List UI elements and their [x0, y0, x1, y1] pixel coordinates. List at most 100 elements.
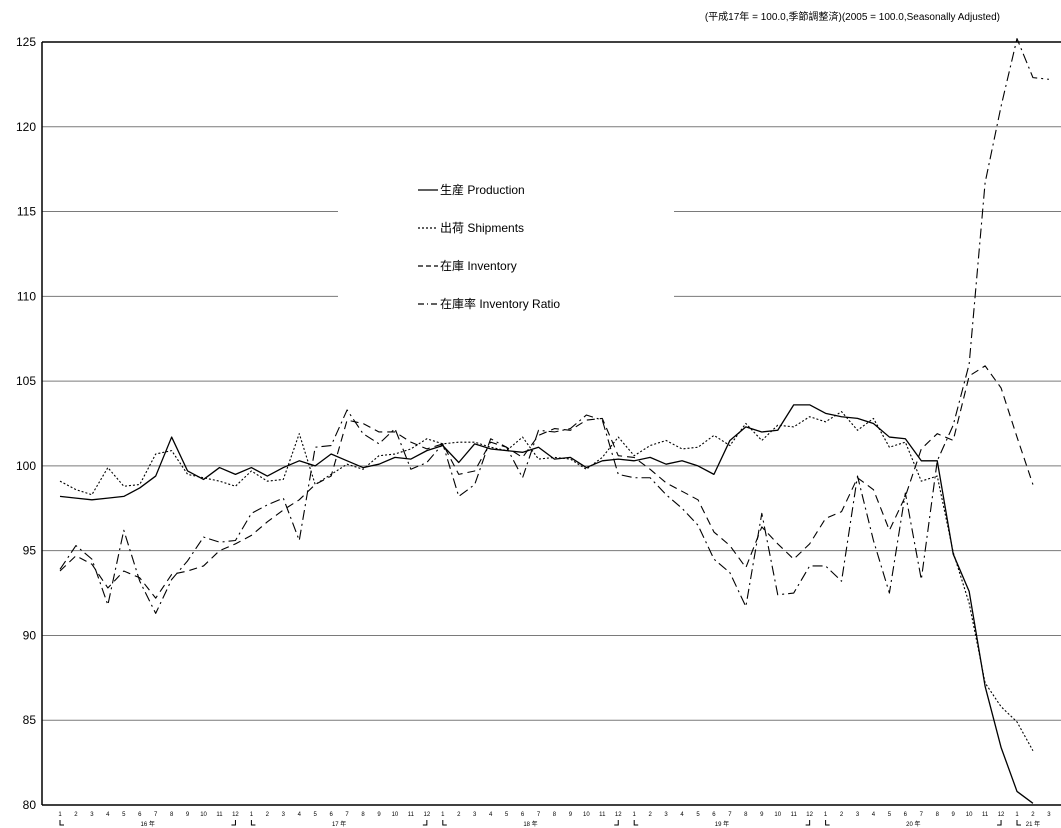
- x-tick-label: 7: [920, 812, 924, 818]
- x-tick-label: 10: [200, 812, 207, 818]
- legend-label-4: 在庫率 Inventory Ratio: [440, 296, 560, 311]
- x-tick-label: 6: [904, 812, 908, 818]
- x-axis-ticks: 1 2 3 4 5 6 7 8 9 10 11 12 1 2 3 4 5 6 7 8 9 10 11 12 1 2 3 4 5 6 7 8 9 1…: [58, 812, 1051, 828]
- x-tick-label: 7: [537, 812, 541, 818]
- year-bracket-mark: [997, 820, 1002, 826]
- x-tick-label: 3: [1047, 812, 1051, 818]
- y-tick-label: 115: [17, 205, 36, 219]
- year-label: 21 年: [1026, 820, 1040, 828]
- x-tick-label: 5: [696, 812, 700, 818]
- x-tick-label: 8: [936, 812, 940, 818]
- x-tick-label: 8: [361, 812, 365, 818]
- y-tick-label: 80: [23, 798, 37, 812]
- legend-box: [338, 170, 674, 330]
- y-tick-label: 90: [23, 628, 37, 642]
- legend-label-2: 出荷 Shipments: [440, 221, 524, 235]
- x-tick-label: 10: [966, 812, 973, 818]
- x-tick-label: 6: [138, 812, 142, 818]
- x-tick-label: 12: [424, 812, 431, 818]
- x-tick-label: 10: [392, 812, 399, 818]
- legend: 生産 Production 出荷 Shipments 在庫 Inventory 在庫率…: [418, 182, 560, 311]
- x-tick-label: 4: [298, 812, 302, 818]
- year-bracket-mark: [633, 820, 639, 826]
- legend-label-3: 在庫 Inventory: [440, 259, 517, 273]
- y-tick-label: 95: [23, 544, 37, 558]
- x-tick-label: 3: [664, 812, 668, 818]
- year-label: 17 年: [332, 820, 346, 828]
- x-tick-label: 9: [569, 812, 573, 818]
- x-tick-label: 12: [998, 812, 1005, 818]
- x-tick-label: 7: [154, 812, 158, 818]
- x-tick-label: 2: [457, 812, 461, 818]
- year-label: 20 年: [906, 820, 920, 828]
- y-tick-label: 120: [16, 120, 36, 134]
- x-tick-label: 8: [744, 812, 748, 818]
- y-tick-label: 100: [16, 459, 36, 473]
- year-bracket-mark: [614, 820, 619, 826]
- x-tick-label: 9: [186, 812, 190, 818]
- x-tick-label: 3: [856, 812, 860, 818]
- x-tick-label: 6: [521, 812, 525, 818]
- x-tick-label: 11: [982, 812, 989, 818]
- x-tick-label: 3: [282, 812, 286, 818]
- x-tick-label: 1: [633, 812, 637, 818]
- x-tick-label: 5: [314, 812, 318, 818]
- x-tick-label: 3: [473, 812, 477, 818]
- x-tick-label: 10: [774, 812, 781, 818]
- year-bracket-mark: [805, 820, 811, 826]
- x-tick-label: 4: [872, 812, 876, 818]
- chart-note: (平成17年 = 100.0,季節調整済)(2005 = 100.0,Seaso…: [705, 10, 1000, 23]
- x-tick-label: 10: [583, 812, 590, 818]
- x-tick-label: 5: [888, 812, 892, 818]
- year-bracket-mark: [231, 820, 236, 826]
- year-bracket-mark: [250, 820, 256, 826]
- x-tick-label: 9: [952, 812, 956, 818]
- x-tick-label: 1: [1015, 812, 1019, 818]
- x-tick-label: 11: [216, 812, 223, 818]
- x-tick-label: 1: [250, 812, 254, 818]
- year-bracket-mark: [1016, 820, 1021, 826]
- x-tick-label: 1: [441, 812, 445, 818]
- x-tick-label: 4: [106, 812, 110, 818]
- x-tick-label: 11: [599, 812, 606, 818]
- series-line-2: [59, 411, 1034, 752]
- x-tick-label: 3: [90, 812, 94, 818]
- year-bracket-mark: [825, 820, 830, 826]
- x-tick-label: 2: [648, 812, 652, 818]
- x-tick-label: 9: [377, 812, 381, 818]
- axes: [41, 41, 1061, 806]
- y-tick-label: 85: [23, 713, 37, 727]
- x-tick-label: 2: [74, 812, 78, 818]
- year-bracket-mark: [422, 820, 428, 826]
- year-label: 18 年: [523, 820, 537, 828]
- y-tick-label: 125: [16, 35, 36, 49]
- year-bracket-mark: [442, 820, 447, 826]
- x-tick-label: 7: [345, 812, 349, 818]
- x-tick-label: 12: [615, 812, 622, 818]
- x-tick-label: 7: [728, 812, 732, 818]
- x-tick-label: 1: [824, 812, 828, 818]
- x-tick-label: 11: [408, 812, 415, 818]
- series-line-4: [59, 38, 1049, 614]
- x-tick-label: 2: [1031, 812, 1035, 818]
- x-tick-label: 8: [553, 812, 557, 818]
- x-tick-label: 9: [760, 812, 764, 818]
- y-tick-label: 105: [16, 374, 36, 388]
- x-tick-label: 12: [806, 812, 813, 818]
- x-tick-label: 6: [712, 812, 716, 818]
- legend-background: [338, 170, 674, 330]
- x-tick-label: 5: [505, 812, 509, 818]
- legend-label-1: 生産 Production: [440, 182, 525, 197]
- x-tick-label: 1: [58, 812, 62, 818]
- y-tick-label: 110: [17, 289, 36, 303]
- x-tick-label: 12: [232, 812, 239, 818]
- x-tick-label: 5: [122, 812, 126, 818]
- year-label: 16 年: [141, 820, 155, 828]
- y-axis-ticks: 80 85 90 95 100 105 110 115 120 125: [16, 35, 36, 812]
- year-label: 19 年: [715, 820, 729, 828]
- x-tick-label: 11: [791, 812, 798, 818]
- series-lines: [59, 38, 1049, 804]
- series-line-3: [59, 365, 1034, 599]
- x-tick-label: 4: [489, 812, 493, 818]
